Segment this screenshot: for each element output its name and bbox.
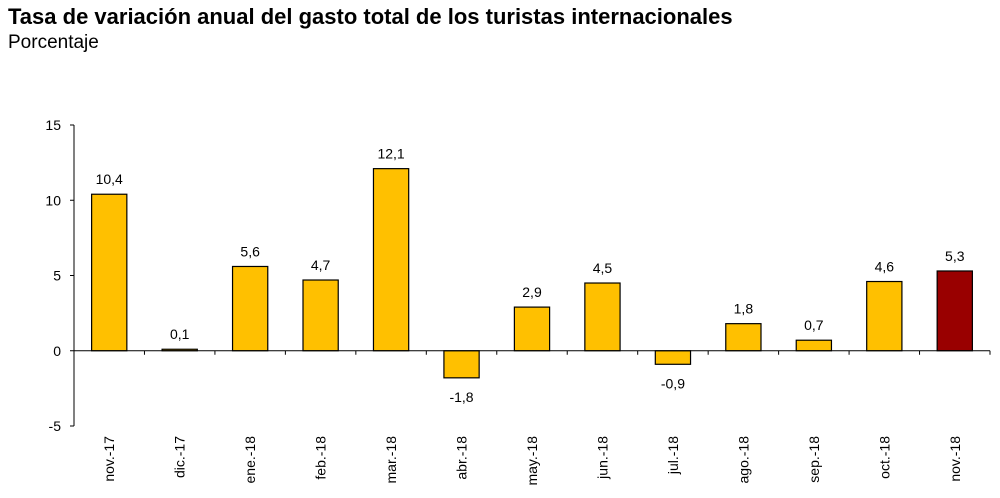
y-tick-label: 5 [53,268,61,284]
x-tick-label: jul.-18 [665,436,681,475]
bar [372,168,410,352]
data-label: 0,7 [804,317,824,333]
data-label: 2,9 [522,284,542,300]
data-label: 10,4 [96,171,123,187]
bar [231,265,269,352]
x-tick-label: abr.-18 [454,436,470,480]
y-tick-label: 10 [45,192,61,208]
x-tick-label: jun.-18 [594,436,610,480]
bar [513,306,551,352]
bar [936,270,973,352]
x-tick-label: mar.-18 [383,436,399,484]
data-label: 0,1 [170,326,190,342]
chart-subtitle: Porcentaje [8,32,99,53]
data-label: 4,5 [593,260,613,276]
bar [654,350,692,365]
y-tick-label: -5 [49,418,62,434]
y-tick-label: 0 [53,343,61,359]
bar [302,279,339,352]
chart-title: Tasa de variación anual del gasto total … [8,4,733,29]
data-label: -0,9 [661,375,685,391]
bar [795,339,833,352]
x-tick-label: may.-18 [524,436,540,486]
x-tick-label: ene.-18 [242,436,258,484]
data-label: 4,7 [311,257,331,273]
x-tick-label: oct.-18 [876,436,892,479]
data-label: 5,6 [240,243,260,259]
data-label: 5,3 [945,248,965,264]
data-label: -1,8 [449,389,473,405]
bar [443,350,480,379]
bar [91,193,128,352]
x-tick-label: nov.-17 [101,436,117,482]
data-label: 12,1 [377,146,404,162]
data-label: 4,6 [875,259,895,275]
bar [725,323,762,352]
x-tick-label: sep.-18 [806,436,822,483]
bar [584,282,621,352]
data-label: 1,8 [734,301,754,317]
y-tick-label: 15 [45,117,61,133]
x-tick-label: dic.-17 [172,436,188,478]
x-tick-label: feb.-18 [313,436,329,480]
x-tick-label: ago.-18 [735,436,751,484]
bar [866,280,903,352]
x-tick-label: nov.-18 [947,436,963,482]
